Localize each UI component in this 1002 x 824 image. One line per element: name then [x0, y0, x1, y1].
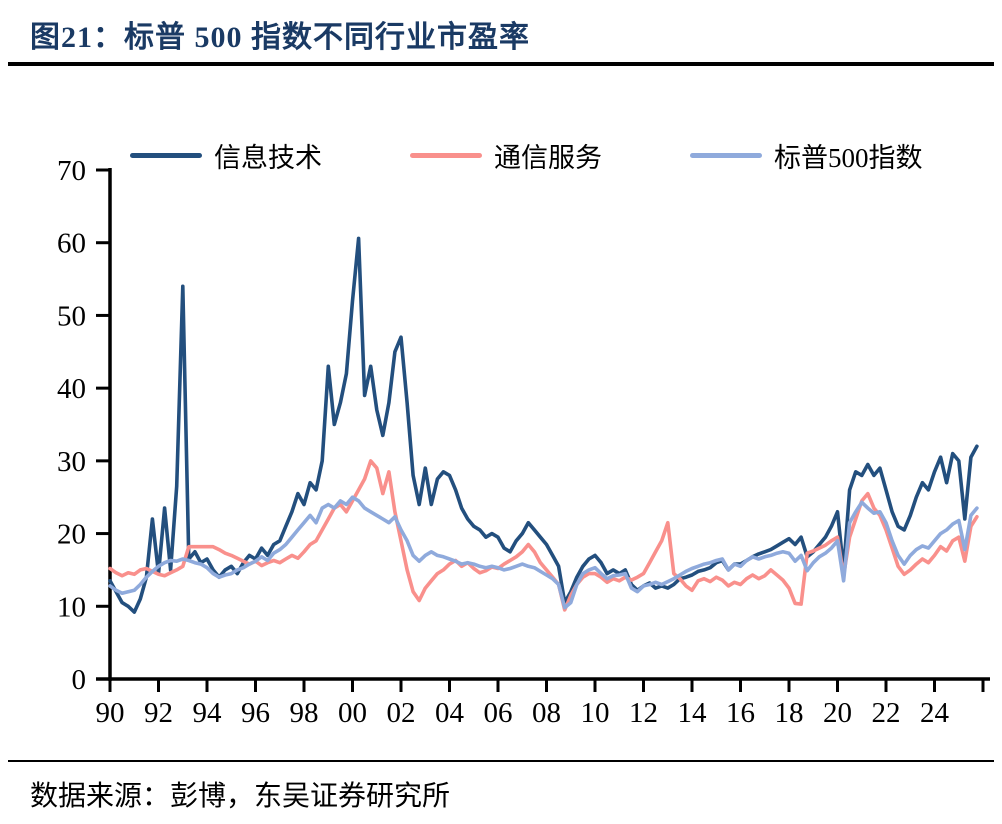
legend-label-info-tech: 信息技术 — [214, 143, 322, 173]
x-tick-label: 94 — [193, 697, 223, 729]
y-tick-label: 10 — [57, 591, 86, 623]
series-line-2 — [108, 495, 979, 610]
data-source-text: 数据来源：彭博，东吴证券研究所 — [30, 781, 451, 812]
y-tick-label: 30 — [57, 446, 86, 478]
legend-line-sp500 — [690, 153, 762, 158]
legend-item-sp500: 标普500指数 — [690, 136, 923, 175]
x-tick-label: 98 — [290, 697, 319, 729]
y-tick-label: 60 — [57, 228, 86, 260]
x-tick-label: 14 — [678, 697, 708, 729]
x-tick-label: 90 — [96, 697, 125, 729]
y-tick-label: 40 — [57, 373, 86, 405]
x-tick-label: 02 — [387, 697, 416, 729]
axes — [96, 168, 990, 692]
legend-label-comm-services: 通信服务 — [494, 143, 602, 173]
x-tick-label: 10 — [581, 697, 610, 729]
figure-title: 图21：标普 500 指数不同行业市盈率 — [30, 21, 530, 54]
y-tick-label: 20 — [57, 519, 86, 551]
legend-line-comm-services — [410, 153, 482, 158]
x-tick-label: 12 — [629, 697, 658, 729]
source-divider-rule — [8, 760, 994, 762]
title-divider-rule — [8, 62, 994, 66]
x-tick-label: 92 — [144, 697, 173, 729]
x-tick-label: 96 — [241, 697, 270, 729]
y-tick-label: 70 — [57, 155, 86, 187]
x-tick-label: 20 — [823, 697, 852, 729]
x-tick-label: 06 — [484, 697, 513, 729]
legend-item-info-tech: 信息技术 — [130, 136, 322, 175]
x-tick-label: 22 — [872, 697, 901, 729]
legend-label-sp500: 标普500指数 — [774, 143, 923, 173]
legend-line-info-tech — [130, 153, 202, 158]
legend-item-comm-services: 通信服务 — [410, 136, 602, 175]
x-tick-label: 16 — [726, 697, 755, 729]
x-tick-label: 04 — [435, 697, 465, 729]
y-tick-label: 50 — [57, 300, 86, 332]
y-tick-label: 0 — [72, 664, 87, 696]
series-line-0 — [108, 236, 979, 614]
x-tick-label: 24 — [920, 697, 950, 729]
x-tick-label: 00 — [338, 697, 367, 729]
x-tick-label: 18 — [775, 697, 804, 729]
x-tick-label: 08 — [532, 697, 561, 729]
chart-legend: 信息技术 通信服务 标普500指数 — [130, 136, 923, 175]
